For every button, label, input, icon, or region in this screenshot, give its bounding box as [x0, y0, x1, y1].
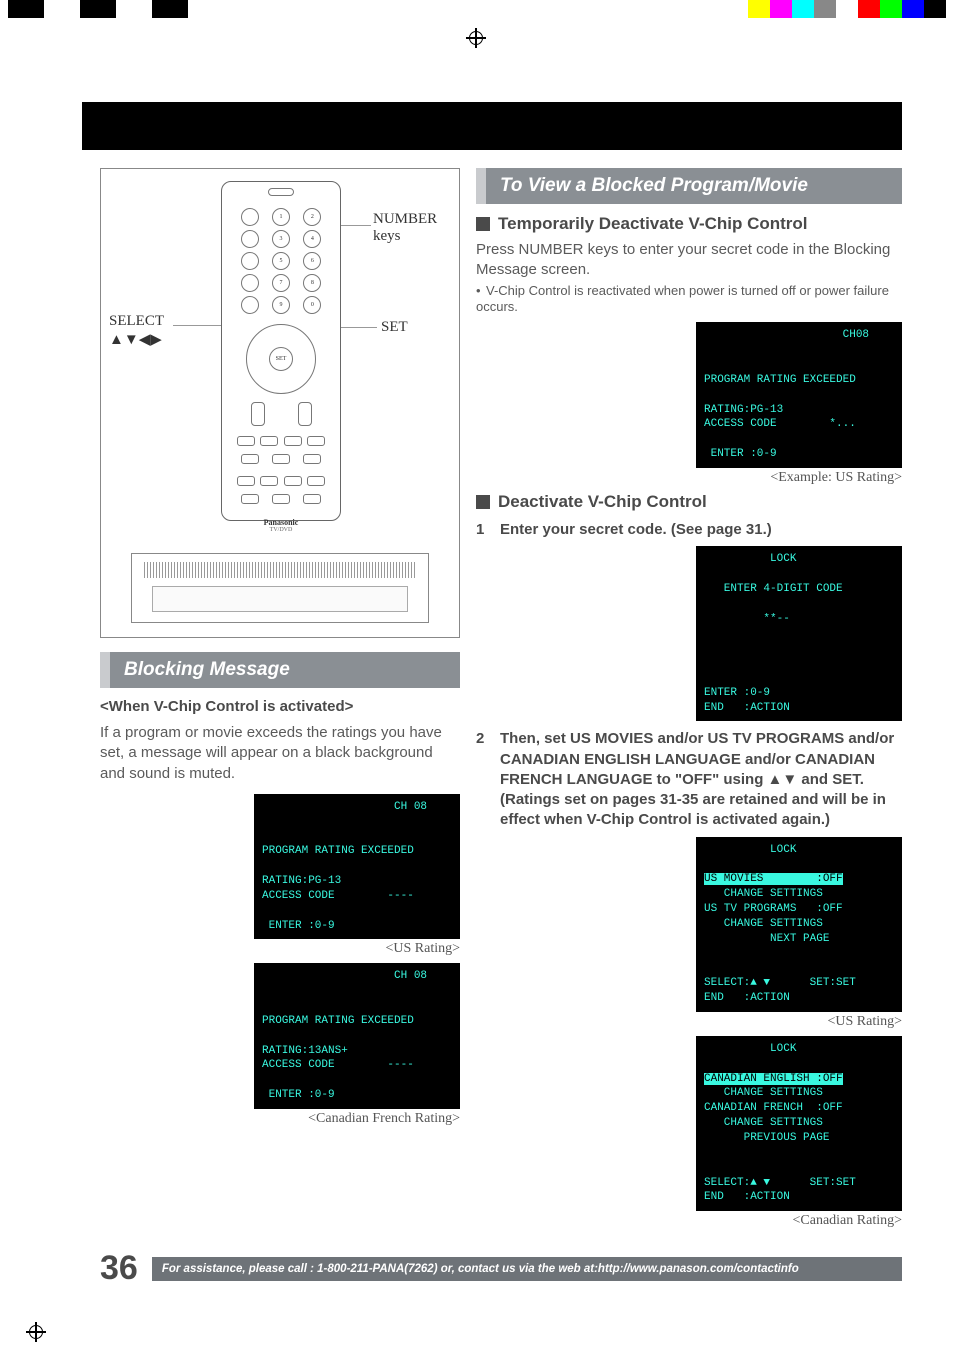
transport-row [222, 434, 340, 448]
brand-label: Panasonic [222, 518, 340, 527]
manual-page: SELECT ▲▼◀▶ NUMBER keys SET 12 34 56 78 [0, 62, 954, 1312]
blocking-message-heading: Blocking Message [100, 652, 460, 688]
remote-diagram: SELECT ▲▼◀▶ NUMBER keys SET 12 34 56 78 [100, 168, 460, 638]
tv-unit-icon [131, 553, 429, 623]
osd-screen: CH 08 PROGRAM RATING EXCEEDED RATING:PG-… [254, 794, 460, 940]
step-2: 2 Then, set US MOVIES and/or US TV PROGR… [476, 729, 902, 830]
registration-mark-icon [26, 1322, 46, 1342]
osd-screen: LOCK US MOVIES :OFF CHANGE SETTINGS US T… [696, 837, 902, 1012]
number-pad: 12 34 56 78 90 [222, 198, 340, 318]
osd-caption: <US Rating> [385, 941, 460, 957]
osd-screen: LOCK CANADIAN ENGLISH :OFF CHANGE SETTIN… [696, 1036, 902, 1211]
leader-line [341, 225, 371, 226]
square-bullet-icon [476, 495, 490, 509]
channel-vol-row [222, 400, 340, 428]
transport-row [222, 452, 340, 466]
misc-row [222, 474, 340, 488]
model-label: TV/DVD [222, 527, 340, 533]
leader-line [173, 325, 221, 326]
misc-row [222, 492, 340, 506]
number-keys-label: NUMBER keys [373, 211, 437, 245]
header-black-band [82, 102, 902, 150]
step-text: Then, set US MOVIES and/or US TV PROGRAM… [500, 729, 902, 830]
dpad-icon [246, 324, 316, 394]
osd-screen: CH08 PROGRAM RATING EXCEEDED RATING:PG-1… [696, 322, 902, 468]
osd-ca-rating: CH 08 PROGRAM RATING EXCEEDED RATING:13A… [100, 963, 460, 1127]
note-text: V-Chip Control is reactivated when power… [476, 283, 889, 315]
print-colorbar-left [8, 0, 188, 18]
blocking-body: If a program or movie exceeds the rating… [100, 723, 460, 784]
osd-caption: <Canadian French Rating> [308, 1111, 460, 1127]
power-button-icon [268, 188, 294, 196]
osd-lock-code: LOCK ENTER 4-DIGIT CODE **-- ENTER :0-9 … [476, 546, 902, 721]
osd-example-wrap: CH08 PROGRAM RATING EXCEEDED RATING:PG-1… [476, 322, 902, 486]
select-keys-label: SELECT ▲▼◀▶ [109, 313, 164, 349]
osd-screen: CH 08 PROGRAM RATING EXCEEDED RATING:13A… [254, 963, 460, 1109]
blocking-subhead: <When V-Chip Control is activated> [100, 698, 460, 715]
set-key-label: SET [381, 319, 408, 336]
step-1: 1 Enter your secret code. (See page 31.) [476, 520, 902, 540]
assistance-bar: For assistance, please call : 1-800-211-… [152, 1257, 902, 1281]
heading-text: Temporarily Deactivate V-Chip Control [498, 214, 808, 234]
osd-caption: <Canadian Rating> [793, 1213, 903, 1229]
step-number: 2 [476, 729, 490, 830]
temp-deactivate-body: Press NUMBER keys to enter your secret c… [476, 240, 902, 281]
osd-screen: LOCK ENTER 4-DIGIT CODE **-- ENTER :0-9 … [696, 546, 902, 721]
step-number: 1 [476, 520, 490, 540]
page-footer: 36 For assistance, please call : 1-800-2… [100, 1249, 902, 1288]
print-colorbar-right [748, 0, 946, 18]
deactivate-heading: Deactivate V-Chip Control [476, 492, 902, 512]
view-blocked-heading: To View a Blocked Program/Movie [476, 168, 902, 204]
step-text: Enter your secret code. (See page 31.) [500, 520, 772, 540]
temp-deactivate-heading: Temporarily Deactivate V-Chip Control [476, 214, 902, 234]
page-number: 36 [100, 1249, 138, 1288]
heading-text: Deactivate V-Chip Control [498, 492, 707, 512]
registration-mark-icon [466, 28, 486, 48]
remote-button [241, 208, 259, 226]
osd-ca-menu: LOCK CANADIAN ENGLISH :OFF CHANGE SETTIN… [476, 1036, 902, 1229]
osd-us-rating: CH 08 PROGRAM RATING EXCEEDED RATING:PG-… [100, 794, 460, 958]
osd-caption: <US Rating> [827, 1014, 902, 1030]
reactivate-note: •V-Chip Control is reactivated when powe… [476, 283, 902, 317]
remote-body: 12 34 56 78 90 [221, 181, 341, 521]
leader-line [341, 327, 377, 328]
square-bullet-icon [476, 217, 490, 231]
osd-us-menu: LOCK US MOVIES :OFF CHANGE SETTINGS US T… [476, 837, 902, 1030]
osd-caption: <Example: US Rating> [770, 470, 902, 486]
